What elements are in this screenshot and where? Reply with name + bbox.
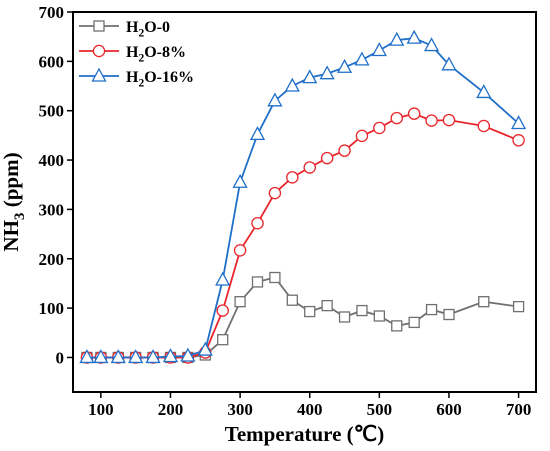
- circle-marker: [286, 171, 299, 184]
- legend-label: H2O-0: [126, 19, 170, 40]
- triangle-marker: [354, 51, 370, 66]
- square-marker: [269, 271, 281, 284]
- square-marker: [321, 299, 333, 312]
- y-tick-label: 600: [39, 52, 65, 71]
- x-tick-label: 200: [158, 400, 184, 419]
- y-tick-label: 400: [39, 151, 65, 170]
- circle-marker: [407, 107, 421, 120]
- series-1: [80, 107, 525, 364]
- circle-marker: [338, 144, 351, 157]
- legend-item: H2O-16%: [79, 67, 194, 90]
- square-marker: [217, 334, 229, 346]
- series-0: [81, 271, 525, 364]
- plot-frame: [72, 11, 537, 393]
- x-axis: 100 200 300 400 500 600 700: [88, 392, 531, 419]
- square-marker: [356, 304, 368, 317]
- x-tick-label: 500: [367, 400, 393, 419]
- square-marker: [234, 296, 246, 308]
- square-marker: [286, 294, 298, 306]
- triangle-marker: [423, 37, 440, 52]
- circle-marker: [303, 161, 316, 174]
- square-marker: [478, 296, 490, 308]
- triangle-marker: [336, 58, 353, 73]
- circle-marker: [477, 119, 491, 133]
- y-tick-label: 100: [39, 299, 65, 318]
- triangle-marker: [197, 341, 213, 356]
- square-marker: [304, 305, 316, 318]
- x-tick-label: 700: [506, 400, 532, 419]
- legend-item: H2O-0: [79, 19, 170, 40]
- circle-marker: [233, 244, 247, 257]
- legend-item: H2O-8%: [79, 44, 186, 65]
- circle-marker: [251, 216, 264, 230]
- triangle-marker: [91, 67, 107, 82]
- triangle-marker: [145, 349, 161, 364]
- circle-marker: [92, 44, 106, 58]
- triangle-marker: [93, 349, 109, 364]
- y-tick-label: 300: [39, 200, 65, 219]
- y-tick-label: 200: [39, 250, 65, 269]
- circle-marker: [425, 114, 438, 127]
- triangle-marker: [441, 56, 457, 71]
- square-marker: [512, 300, 525, 313]
- triangle-marker: [79, 349, 95, 364]
- x-tick-label: 600: [436, 400, 462, 419]
- circle-marker: [216, 304, 229, 317]
- square-marker: [408, 316, 420, 329]
- series-layer: [79, 29, 527, 364]
- square-marker: [443, 308, 455, 321]
- circle-marker: [373, 121, 386, 135]
- circle-marker: [512, 134, 525, 147]
- square-marker: [425, 303, 438, 316]
- x-tick-label: 300: [227, 400, 253, 419]
- square-marker: [373, 310, 385, 322]
- circle-marker: [320, 151, 334, 165]
- plot-area: [72, 11, 537, 393]
- triangle-marker: [371, 42, 387, 57]
- square-marker: [93, 20, 105, 32]
- circle-marker: [390, 111, 404, 125]
- square-marker: [338, 311, 351, 323]
- series-2: [79, 29, 527, 364]
- triangle-marker: [267, 92, 283, 107]
- series-line: [86, 112, 519, 359]
- x-tick-label: 400: [297, 400, 323, 419]
- circle-marker: [268, 186, 282, 200]
- triangle-marker: [319, 65, 335, 80]
- x-axis-title: Temperature (℃): [225, 422, 384, 446]
- triangle-marker: [215, 271, 231, 286]
- square-marker: [251, 276, 264, 288]
- circle-marker: [442, 113, 456, 127]
- square-marker: [391, 320, 403, 332]
- legend-label: H2O-16%: [126, 69, 194, 90]
- triangle-marker: [389, 31, 405, 46]
- triangle-marker: [128, 349, 144, 364]
- triangle-marker: [302, 69, 318, 84]
- triangle-marker: [284, 77, 300, 92]
- x-tick-label: 100: [88, 400, 114, 419]
- triangle-marker: [249, 126, 266, 141]
- triangle-marker: [406, 29, 422, 44]
- triangle-marker: [511, 115, 527, 130]
- legend-label: H2O-8%: [126, 44, 186, 65]
- triangle-marker: [180, 347, 196, 362]
- y-axis: 0 100 200 300 400 500 600 700: [39, 3, 73, 367]
- legend: H2O-0 H2O-8% H2O-16%: [79, 19, 194, 90]
- triangle-marker: [162, 348, 179, 363]
- y-tick-label: 500: [39, 102, 65, 121]
- y-tick-label: 700: [39, 3, 65, 22]
- triangle-marker: [110, 349, 126, 364]
- y-tick-label: 0: [56, 348, 65, 367]
- triangle-marker: [476, 84, 492, 99]
- y-axis-title: NH3 (ppm): [0, 152, 28, 251]
- circle-marker: [355, 129, 369, 143]
- triangle-marker: [232, 173, 248, 188]
